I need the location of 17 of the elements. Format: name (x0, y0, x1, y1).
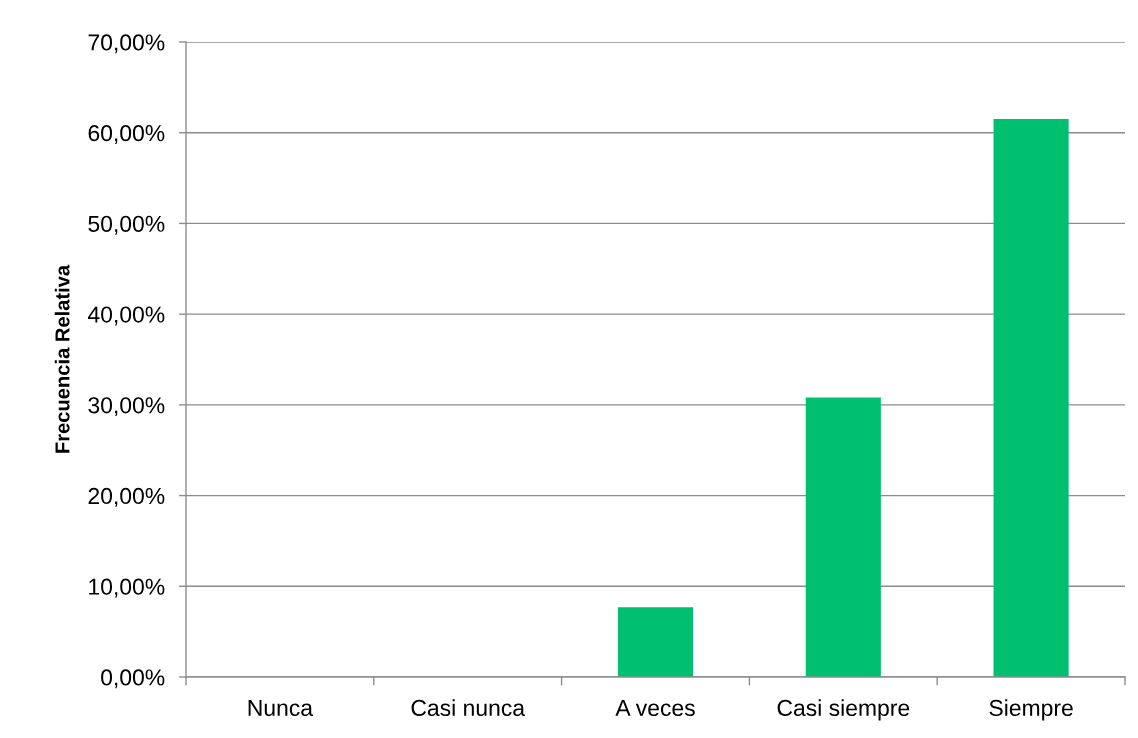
bar (617, 607, 694, 677)
y-tick-label: 20,00% (88, 487, 165, 507)
y-tick-label: 40,00% (87, 306, 165, 326)
x-tick-label: A veces (615, 700, 695, 717)
x-tick-label: Casi siempre (777, 699, 910, 721)
y-tick-label: 70,00% (88, 34, 165, 54)
x-tick-label: Casi nunca (411, 699, 526, 717)
x-tick-label: Nunca (248, 700, 314, 717)
x-tick-label: Siempre (989, 699, 1073, 721)
bar (805, 397, 881, 677)
y-axis-title: Frecuencia Relativa (54, 264, 70, 453)
y-tick-label: 0,00% (101, 669, 165, 689)
y-tick-label: 50,00% (88, 215, 165, 235)
bar (993, 119, 1069, 677)
y-tick-label: 10,00% (89, 578, 165, 598)
y-tick-label: 60,00% (88, 125, 165, 144)
y-tick-label: 30,00% (88, 397, 165, 417)
